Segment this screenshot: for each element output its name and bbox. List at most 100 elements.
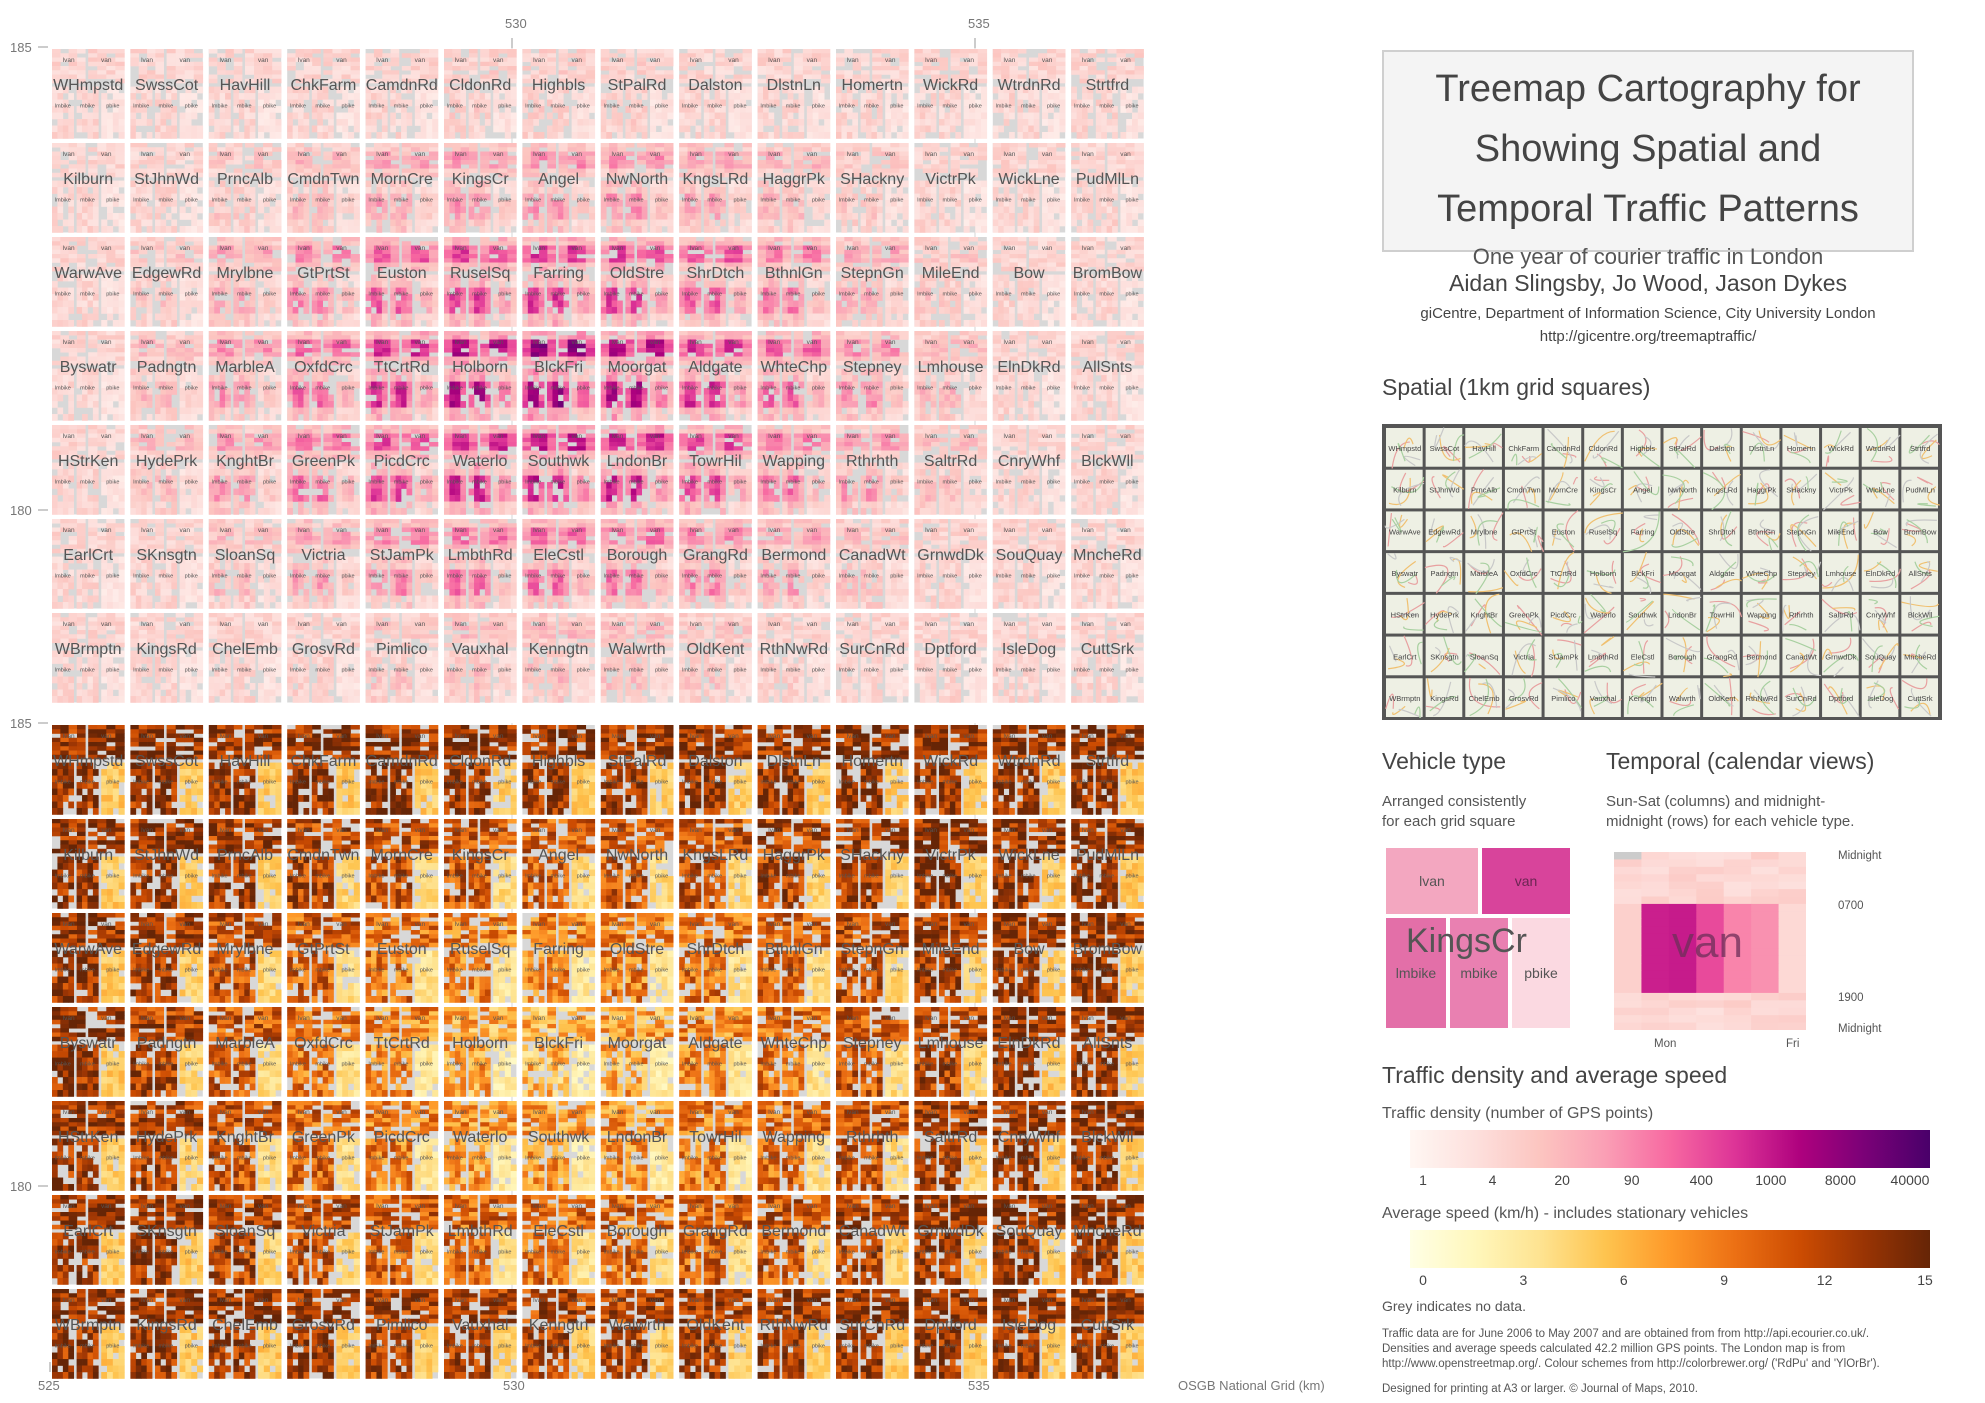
calendar-cell: [225, 213, 231, 220]
calendar-cell: [981, 220, 987, 227]
calendar-cell: [803, 143, 812, 148]
calendar-cell: [818, 213, 824, 220]
vehicle-sub-label: lmbike: [290, 103, 306, 109]
calendar-cell: [93, 113, 99, 120]
vehicle-sub-label: van: [336, 57, 347, 64]
calendar-cell: [480, 156, 489, 161]
calendar-cell: [920, 113, 926, 120]
calendar-cell: [323, 307, 329, 314]
calendar-cell: [885, 113, 891, 120]
calendar-cell: [1059, 187, 1065, 194]
calendar-cell: [180, 126, 186, 133]
calendar-cell: [485, 213, 491, 220]
calendar-cell: [589, 100, 595, 107]
calendar-cell: [480, 160, 489, 165]
calendar-cell: [391, 152, 400, 157]
calendar-cell: [803, 66, 812, 71]
calendar-cell: [679, 53, 688, 58]
calendar-cell: [1047, 143, 1056, 148]
calendar-cell: [824, 181, 830, 188]
calendar-cell: [298, 213, 304, 220]
calendar-cell: [194, 70, 203, 75]
vehicle-sub-label: pbike: [812, 103, 825, 109]
calendar-cell: [679, 226, 685, 233]
calendar-cell: [87, 226, 93, 233]
calendar-cell: [258, 207, 264, 214]
calendar-cell: [233, 314, 239, 321]
calendar-cell: [106, 237, 115, 242]
calendar-cell: [626, 160, 635, 165]
calendar-cell: [1029, 62, 1038, 67]
vehicle-sub-label: pbike: [263, 291, 276, 297]
calendar-cell: [250, 301, 256, 308]
calendar-cell: [68, 307, 74, 314]
calendar-cell: [354, 275, 360, 282]
calendar-cell: [763, 207, 769, 214]
calendar-cell: [679, 156, 688, 161]
calendar-cell: [650, 126, 656, 133]
calendar-cell: [469, 301, 475, 308]
calendar-cell: [209, 254, 218, 259]
calendar-cell: [426, 207, 432, 214]
calendar-cell: [244, 301, 250, 308]
calendar-cell: [728, 226, 734, 233]
calendar-cell: [1071, 143, 1080, 148]
calendar-cell: [897, 113, 903, 120]
vehicle-sub-label: mbike: [1099, 103, 1114, 109]
calendar-cell: [130, 126, 136, 133]
calendar-cell: [444, 126, 450, 133]
calendar-cell: [254, 258, 263, 263]
vehicle-sub-label: lmbike: [996, 103, 1012, 109]
calendar-cell: [107, 307, 113, 314]
calendar-cell: [342, 132, 348, 139]
vehicle-sub-label: mbike: [707, 103, 722, 109]
calendar-cell: [264, 314, 270, 321]
calendar-cell: [793, 226, 799, 233]
calendar-cell: [115, 53, 124, 58]
calendar-cell: [861, 213, 867, 220]
calendar-cell: [136, 226, 142, 233]
vehicle-sub-label: mbike: [315, 103, 330, 109]
calendar-cell: [194, 160, 203, 165]
calendar-cell: [1042, 226, 1048, 233]
calendar-cell: [1042, 207, 1048, 214]
calendar-cell: [871, 126, 877, 133]
calendar-cell: [332, 254, 341, 259]
calendar-cell: [68, 220, 74, 227]
calendar-cell: [382, 164, 391, 169]
calendar-cell: [914, 49, 923, 54]
calendar-cell: [245, 58, 254, 63]
calendar-cell: [885, 226, 891, 233]
calendar-cell: [950, 126, 956, 133]
calendar-cell: [981, 93, 987, 100]
calendar-cell: [507, 169, 516, 174]
calendar-cell: [1107, 207, 1113, 214]
calendar-cell: [87, 213, 93, 220]
calendar-cell: [696, 49, 705, 54]
calendar-cell: [1096, 156, 1105, 161]
calendar-cell: [191, 213, 197, 220]
grid-square-name: HaggrPk: [763, 171, 826, 188]
calendar-cell: [498, 143, 507, 148]
calendar-cell: [679, 160, 688, 165]
calendar-cell: [272, 173, 281, 178]
calendar-cell: [667, 187, 673, 194]
calendar-cell: [522, 207, 528, 214]
calendar-cell: [376, 320, 382, 327]
calendar-cell: [155, 152, 164, 157]
calendar-cell: [270, 93, 276, 100]
calendar-cell: [275, 220, 281, 227]
calendar-cell: [155, 213, 161, 220]
calendar-cell: [861, 126, 867, 133]
calendar-cell: [82, 307, 88, 314]
calendar-cell: [323, 152, 332, 157]
calendar-cell: [402, 53, 411, 58]
calendar-cell: [740, 132, 746, 139]
calendar-cell: [539, 301, 545, 308]
calendar-cell: [68, 320, 74, 327]
calendar-cell: [57, 113, 63, 120]
calendar-cell: [119, 132, 125, 139]
calendar-cell: [559, 58, 568, 63]
calendar-cell: [52, 226, 58, 233]
calendar-cell: [155, 49, 164, 54]
